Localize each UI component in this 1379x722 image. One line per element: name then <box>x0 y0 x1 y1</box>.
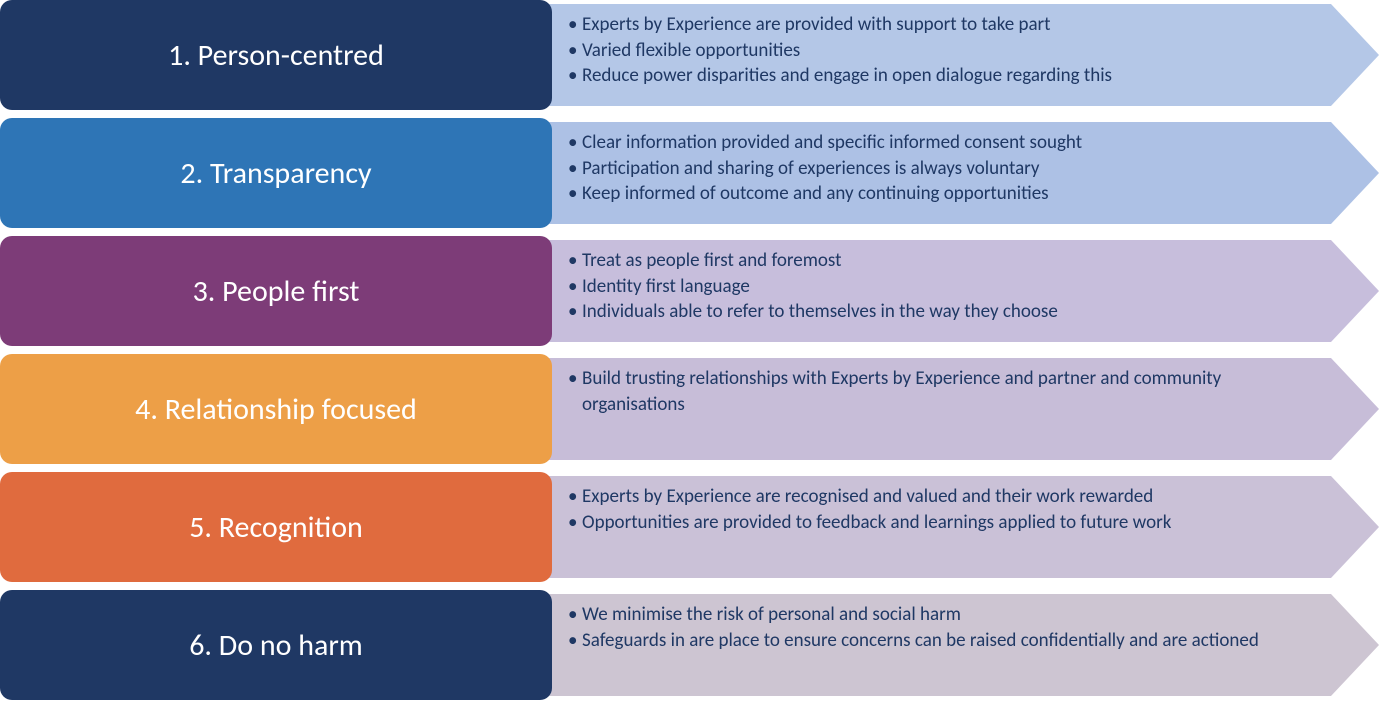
bullet-item: Keep informed of outcome and any continu… <box>568 181 1319 207</box>
principle-arrow: Clear information provided and specific … <box>546 118 1379 228</box>
principle-arrow: Experts by Experience are provided with … <box>546 0 1379 110</box>
principle-row: 5. Recognition Experts by Experience are … <box>0 472 1379 582</box>
principle-bullets: Clear information provided and specific … <box>546 118 1379 228</box>
bullet-item: Reduce power disparities and engage in o… <box>568 63 1319 89</box>
bullet-item: Individuals able to refer to themselves … <box>568 299 1319 325</box>
bullet-item: Varied flexible opportunities <box>568 38 1319 64</box>
principle-bullets: Experts by Experience are recognised and… <box>546 472 1379 582</box>
principle-arrow: Treat as people first and foremostIdenti… <box>546 236 1379 346</box>
bullet-item: Clear information provided and specific … <box>568 130 1319 156</box>
principle-row: 6. Do no harm We minimise the risk of per… <box>0 590 1379 700</box>
principles-diagram: 1. Person-centred Experts by Experience a… <box>0 0 1379 722</box>
principle-label: 6. Do no harm <box>0 590 552 700</box>
principle-arrow: Experts by Experience are recognised and… <box>546 472 1379 582</box>
principle-row: 4. Relationship focused Build trusting re… <box>0 354 1379 464</box>
bullet-item: Opportunities are provided to feedback a… <box>568 510 1319 536</box>
principle-arrow: Build trusting relationships with Expert… <box>546 354 1379 464</box>
principle-label: 4. Relationship focused <box>0 354 552 464</box>
bullet-item: Build trusting relationships with Expert… <box>568 366 1319 417</box>
principle-label: 5. Recognition <box>0 472 552 582</box>
principle-bullets: Build trusting relationships with Expert… <box>546 354 1379 464</box>
principle-bullets: We minimise the risk of personal and soc… <box>546 590 1379 700</box>
principle-label: 1. Person-centred <box>0 0 552 110</box>
bullet-item: Experts by Experience are recognised and… <box>568 484 1319 510</box>
bullet-item: Participation and sharing of experiences… <box>568 156 1319 182</box>
principle-bullets: Experts by Experience are provided with … <box>546 0 1379 110</box>
principle-row: 2. Transparency Clear information provide… <box>0 118 1379 228</box>
principle-label: 3. People first <box>0 236 552 346</box>
bullet-item: We minimise the risk of personal and soc… <box>568 602 1319 628</box>
bullet-item: Safeguards in are place to ensure concer… <box>568 628 1319 654</box>
bullet-item: Identity first language <box>568 274 1319 300</box>
principle-bullets: Treat as people first and foremostIdenti… <box>546 236 1379 346</box>
principle-label: 2. Transparency <box>0 118 552 228</box>
bullet-item: Experts by Experience are provided with … <box>568 12 1319 38</box>
principle-row: 3. People firstTreat as people first and… <box>0 236 1379 346</box>
principle-arrow: We minimise the risk of personal and soc… <box>546 590 1379 700</box>
bullet-item: Treat as people first and foremost <box>568 248 1319 274</box>
principle-row: 1. Person-centred Experts by Experience a… <box>0 0 1379 110</box>
